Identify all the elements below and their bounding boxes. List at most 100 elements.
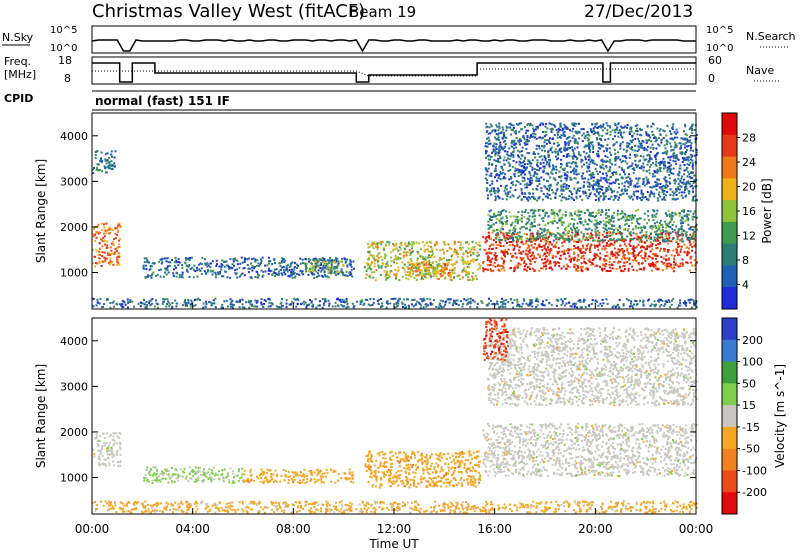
scatter-cell — [246, 263, 249, 266]
scatter-cell — [669, 306, 672, 309]
scatter-cell — [288, 269, 291, 272]
scatter-cell — [178, 276, 181, 279]
scatter-cell — [101, 245, 104, 248]
scatter-cell — [588, 170, 591, 173]
scatter-cell — [682, 181, 685, 184]
scatter-cell — [638, 263, 640, 266]
scatter-cell — [686, 254, 689, 257]
scatter-cell — [486, 188, 489, 191]
scatter-cell — [654, 238, 657, 241]
scatter-cell — [609, 151, 611, 154]
scatter-cell — [571, 130, 574, 133]
scatter-cell — [270, 302, 273, 305]
scatter-cell — [684, 186, 687, 189]
scatter-cell — [160, 262, 163, 265]
scatter-cell — [603, 196, 606, 199]
scatter-cell — [654, 136, 657, 139]
scatter-cell — [371, 303, 374, 306]
scatter-cell — [447, 271, 450, 274]
scatter-cell — [667, 239, 670, 242]
scatter-cell — [609, 222, 612, 225]
scatter-cell — [109, 228, 112, 231]
scatter-cell — [444, 263, 447, 266]
scatter-cell — [96, 163, 99, 166]
date-label: 27/Dec/2013 — [584, 2, 693, 22]
scatter-cell — [618, 267, 621, 270]
scatter-cell — [460, 258, 463, 261]
scatter-cell — [516, 222, 519, 225]
scatter-cell — [428, 259, 431, 262]
scatter-cell — [118, 239, 120, 242]
scatter-cell — [428, 261, 431, 264]
scatter-cell — [476, 251, 479, 254]
scatter-cell — [494, 152, 497, 155]
scatter-cell — [372, 254, 375, 257]
scatter-cell — [439, 305, 442, 308]
scatter-cell — [612, 138, 614, 140]
scatter-cell — [577, 173, 580, 176]
scatter-cell — [421, 241, 424, 243]
scatter-cell — [268, 301, 271, 304]
scatter-cell — [646, 125, 649, 127]
scatter-cell — [651, 225, 653, 227]
scatter-cell — [607, 240, 610, 242]
scatter-cell — [261, 275, 264, 278]
scatter-cell — [307, 303, 310, 306]
scatter-cell — [231, 267, 234, 270]
scatter-cell — [281, 297, 283, 300]
scatter-cell — [427, 304, 429, 307]
scatter-cell — [612, 231, 615, 234]
scatter-cell — [396, 305, 398, 308]
scatter-cell — [523, 126, 526, 129]
scatter-cell — [108, 261, 110, 264]
scatter-cell — [680, 224, 683, 227]
scatter-cell — [535, 148, 538, 150]
scatter-cell — [421, 269, 424, 272]
scatter-cell — [504, 173, 507, 176]
scatter-cell — [304, 262, 307, 265]
scatter-cell — [524, 265, 526, 268]
scatter-cell — [679, 299, 681, 302]
scatter-cell — [608, 168, 611, 171]
scatter-cell — [484, 145, 487, 148]
scatter-cell — [231, 303, 234, 306]
scatter-cell — [498, 122, 501, 125]
scatter-cell — [334, 301, 337, 304]
scatter-cell — [501, 303, 504, 306]
scatter-cell — [684, 195, 687, 198]
scatter-cell — [162, 298, 165, 300]
scatter-cell — [286, 268, 288, 271]
scatter-cell — [688, 164, 691, 166]
scatter-cell — [215, 273, 218, 276]
scatter-cell — [592, 179, 595, 182]
scatter-cell — [455, 299, 458, 302]
scatter-cell — [558, 195, 561, 197]
scatter-cell — [542, 220, 545, 222]
scatter-cell — [500, 210, 503, 213]
scatter-cell — [689, 177, 692, 180]
scatter-cell — [573, 245, 576, 247]
scatter-cell — [429, 301, 432, 304]
scatter-cell — [685, 158, 688, 161]
scatter-cell — [544, 262, 547, 265]
scatter-cell — [664, 179, 667, 182]
scatter-cell — [607, 188, 609, 191]
scatter-cell — [619, 227, 622, 230]
scatter-cell — [605, 244, 608, 247]
scatter-cell — [109, 167, 112, 170]
scatter-cell — [505, 217, 508, 220]
scatter-cell — [296, 302, 299, 305]
scatter-cell — [504, 139, 507, 142]
scatter-cell — [591, 141, 594, 144]
scatter-cell — [684, 146, 687, 149]
scatter-cell — [158, 269, 160, 272]
scatter-cell — [618, 186, 621, 189]
scatter-cell — [590, 243, 593, 246]
scatter-cell — [668, 262, 671, 265]
scatter-cell — [642, 196, 645, 199]
scatter-cell — [586, 247, 589, 250]
scatter-cell — [172, 272, 175, 275]
scatter-cell — [669, 130, 671, 133]
scatter-cell — [316, 272, 319, 275]
scatter-cell — [646, 145, 649, 148]
